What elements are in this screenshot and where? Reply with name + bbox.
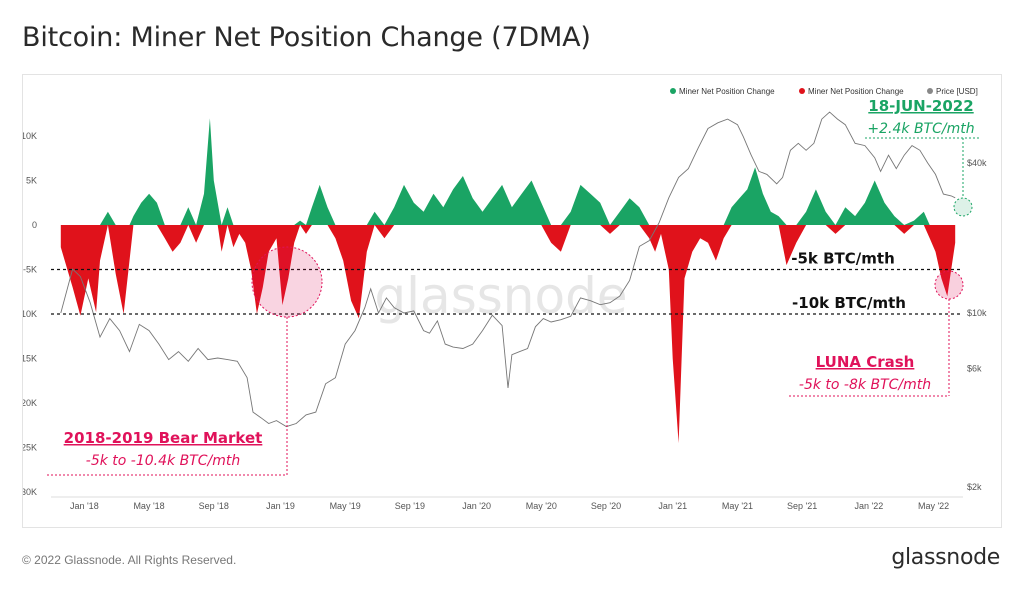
x-tick-label: Jan '19: [266, 501, 295, 511]
chart-svg: glassnode -5k BTC/mth -10k BTC/mth Jan '1…: [23, 87, 987, 511]
y-left-tick-label: -10K: [23, 309, 37, 319]
x-tick-label: Jan '21: [658, 501, 687, 511]
annotation-bear-market-subtitle: -5k to -10.4k BTC/mth: [86, 453, 240, 469]
axes: Jan '18 May '18 Sep '18 Jan '19 May '19 Sep '…: [23, 131, 987, 511]
y-left-tick-label: -30K: [23, 487, 37, 497]
legend-label: Miner Net Position Change: [808, 87, 904, 96]
x-tick-label: Jan '22: [854, 501, 883, 511]
annotation-luna-title: LUNA Crash: [816, 353, 915, 371]
legend-marker: [799, 88, 805, 94]
x-tick-label: Sep '18: [199, 501, 229, 511]
page-title: Bitcoin: Miner Net Position Change (7DMA…: [22, 22, 591, 53]
copyright-text: © 2022 Glassnode. All Rights Reserved.: [22, 553, 237, 567]
y-right-tick-label: $10k: [967, 308, 987, 318]
annotation-jun-2022-title: 18-JUN-2022: [868, 97, 973, 115]
y-left-tick-label: -25K: [23, 443, 37, 453]
x-tick-label: May '20: [526, 501, 557, 511]
x-tick-label: Jan '20: [462, 501, 491, 511]
y-left-tick-label: 5K: [26, 176, 37, 186]
y-left-tick-label: -5K: [23, 265, 37, 275]
annotation-jun-2022-subtitle: +2.4k BTC/mth: [867, 121, 974, 137]
watermark: glassnode: [374, 267, 627, 325]
price-path: [60, 111, 956, 428]
reference-line-label: -10k BTC/mth: [792, 294, 906, 312]
y-right-tick-label: $6k: [967, 363, 982, 373]
x-tick-label: Sep '21: [787, 501, 817, 511]
negative-area: [60, 225, 956, 444]
y-right-tick-label: $40k: [967, 158, 987, 168]
positive-area: [60, 118, 956, 225]
x-tick-label: Sep '20: [591, 501, 621, 511]
x-tick-label: May '18: [133, 501, 164, 511]
y-left-tick-label: -20K: [23, 398, 37, 408]
x-tick-label: May '19: [330, 501, 361, 511]
x-tick-label: Jan '18: [70, 501, 99, 511]
legend: Miner Net Position Change Miner Net Posit…: [670, 87, 978, 96]
glassnode-logo[interactable]: glassnode: [891, 545, 1000, 570]
y-left-tick-label: 0: [32, 220, 37, 230]
reference-line-label: -5k BTC/mth: [791, 250, 895, 268]
y-left-tick-label: 10K: [23, 131, 37, 141]
annotation-luna-subtitle: -5k to -8k BTC/mth: [799, 377, 931, 393]
watermark-text: glassnode: [374, 267, 627, 325]
x-tick-label: Sep '19: [395, 501, 425, 511]
y-left-tick-label: -15K: [23, 354, 37, 364]
legend-marker: [927, 88, 933, 94]
annotation-bear-market-marker: [251, 246, 323, 318]
annotation-jun-2022-marker: [953, 197, 973, 217]
x-tick-label: May '21: [722, 501, 753, 511]
annotations: 18-JUN-2022 +2.4k BTC/mth 2018-2019 Bear M…: [47, 97, 981, 476]
legend-label: Miner Net Position Change: [679, 87, 775, 96]
price-line: [60, 111, 956, 428]
legend-label: Price [USD]: [936, 87, 978, 96]
annotation-luna-marker: [934, 270, 964, 300]
legend-marker: [670, 88, 676, 94]
chart-frame: glassnode -5k BTC/mth -10k BTC/mth Jan '1…: [22, 74, 1002, 528]
annotation-bear-market-title: 2018-2019 Bear Market: [64, 429, 263, 447]
reference-lines: -5k BTC/mth -10k BTC/mth: [51, 250, 963, 315]
position-change-area: [60, 118, 956, 444]
x-tick-label: May '22: [918, 501, 949, 511]
y-right-tick-label: $2k: [967, 482, 982, 492]
